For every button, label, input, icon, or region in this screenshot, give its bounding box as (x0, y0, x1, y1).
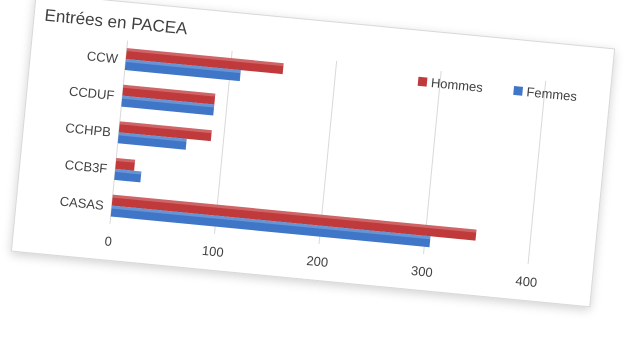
bar-femmes-ccduf (121, 95, 215, 116)
category-label-ccw: CCW (86, 48, 119, 66)
x-tick-label-300: 300 (410, 263, 433, 280)
bars (110, 48, 477, 248)
bar-highlight-hommes-ccduf (123, 84, 216, 97)
gridlines (109, 40, 547, 265)
gridline (318, 60, 338, 245)
chart-card: Entrées en PACEA CCW CCDUF CCHPB CCB3F CASAS… (10, 0, 616, 308)
legend-label-hommes: Hommes (430, 75, 484, 95)
bar-highlight-femmes-ccduf (122, 95, 215, 108)
bar-highlight-hommes-cchpb (119, 121, 212, 134)
bar-hommes-ccw (125, 48, 284, 75)
bar-highlight-femmes-cchpb (118, 132, 187, 142)
x-tick-label-200: 200 (306, 253, 329, 270)
category-label-ccb3f: CCB3F (64, 157, 108, 176)
bar-highlight-femmes-ccb3f (114, 168, 142, 175)
category-label-casas: CASAS (59, 194, 105, 213)
bar-femmes-ccb3f (114, 168, 142, 183)
category-labels: CCW CCDUF CCHPB CCB3F CASAS (59, 48, 119, 213)
bar-hommes-casas (111, 194, 477, 241)
x-tick-label-400: 400 (515, 273, 538, 290)
bar-hommes-ccduf (122, 84, 216, 105)
bar-femmes-cchpb (117, 132, 187, 150)
bar-hommes-cchpb (118, 121, 212, 142)
x-tick-label-0: 0 (104, 233, 113, 249)
bar-highlight-hommes-ccw (126, 48, 284, 67)
gridline (214, 50, 233, 234)
x-tick-label-100: 100 (201, 243, 224, 260)
category-label-cchpb: CCHPB (65, 120, 112, 139)
legend-swatch-femmes (513, 85, 524, 96)
bar-highlight-femmes-casas (111, 205, 431, 240)
legend-label-femmes: Femmes (526, 84, 578, 104)
bar-highlight-femmes-ccw (125, 59, 241, 74)
bar-femmes-casas (110, 205, 431, 248)
category-label-ccduf: CCDUF (68, 84, 115, 103)
bar-femmes-ccw (124, 59, 241, 82)
bar-hommes-ccb3f (115, 157, 136, 171)
gridline (423, 70, 442, 255)
bar-chart: Entrées en PACEA CCW CCDUF CCHPB CCB3F CASAS… (44, 6, 578, 290)
bar-highlight-hommes-ccb3f (116, 157, 136, 163)
legend-swatch-hommes (417, 76, 428, 87)
chart-title: Entrées en PACEA (44, 6, 189, 39)
gridline (527, 80, 547, 265)
x-axis-tick-labels: 0 100 200 300 400 (104, 233, 538, 290)
bar-highlight-hommes-casas (112, 194, 477, 233)
legend: Hommes Femmes (417, 75, 578, 104)
